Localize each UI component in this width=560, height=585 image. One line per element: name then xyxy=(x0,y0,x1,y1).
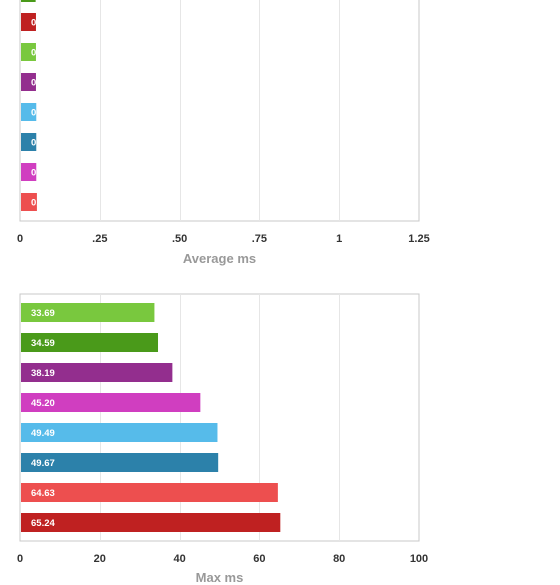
bar xyxy=(21,43,36,61)
bar-value-label: 49.67 xyxy=(31,458,55,469)
bar-value-label: 0.053 xyxy=(31,198,55,209)
bar-value-label: 0.050 xyxy=(31,78,55,89)
x-tick-label: 20 xyxy=(94,553,106,565)
bar xyxy=(21,393,201,412)
chart-1: 0.050 0.050 0.050 0.051 0.051 0.051 0.053 0 .25.… xyxy=(17,0,430,266)
bar-value-label: 0.051 xyxy=(31,168,55,179)
x-tick-label: 60 xyxy=(253,553,265,565)
bar-value-label: 64.63 xyxy=(31,488,55,499)
x-tick-label: 1.25 xyxy=(408,233,429,245)
bar xyxy=(21,133,37,151)
bar xyxy=(21,423,218,442)
plot-area xyxy=(19,293,420,542)
bar xyxy=(21,303,155,322)
bar xyxy=(21,13,36,31)
bar-value-label: 34.59 xyxy=(31,338,55,349)
x-tick-label: 0 xyxy=(17,233,23,245)
chart-2: 33.69 34.59 38.19 45.20 49.49 49.67 64.63 65.24… xyxy=(17,293,428,585)
bar xyxy=(21,103,37,121)
bar-value-label: 45.20 xyxy=(31,398,55,409)
x-tick-label: .75 xyxy=(252,233,267,245)
bar-value-label: 49.49 xyxy=(31,428,55,439)
bar xyxy=(21,453,219,472)
bar xyxy=(21,513,281,532)
bar-value-label: 0.050 xyxy=(31,18,55,29)
x-tick-label: 40 xyxy=(173,553,185,565)
bar xyxy=(21,73,36,91)
x-tick-label: 80 xyxy=(333,553,345,565)
x-tick-label: 100 xyxy=(410,553,428,565)
bar-value-label: 0.051 xyxy=(31,108,55,119)
plot-area xyxy=(19,0,420,222)
bar xyxy=(21,333,159,352)
bar-value-label: 33.69 xyxy=(31,308,55,319)
bar xyxy=(21,0,36,2)
bar xyxy=(21,163,37,181)
bar xyxy=(21,193,37,211)
x-tick-label: 1 xyxy=(336,233,342,245)
bar-value-label: 0.050 xyxy=(31,48,55,59)
bar xyxy=(21,363,173,382)
x-tick-label: .50 xyxy=(172,233,187,245)
bar-value-label: 65.24 xyxy=(31,518,55,529)
bar-value-label: 38.19 xyxy=(31,368,55,379)
bar xyxy=(21,483,278,502)
x-tick-label: .25 xyxy=(92,233,107,245)
x-axis-title: Average ms xyxy=(183,251,256,266)
x-tick-label: 0 xyxy=(17,553,23,565)
bar-value-label: 0.051 xyxy=(31,138,55,149)
x-axis-title: Max ms xyxy=(196,570,244,585)
